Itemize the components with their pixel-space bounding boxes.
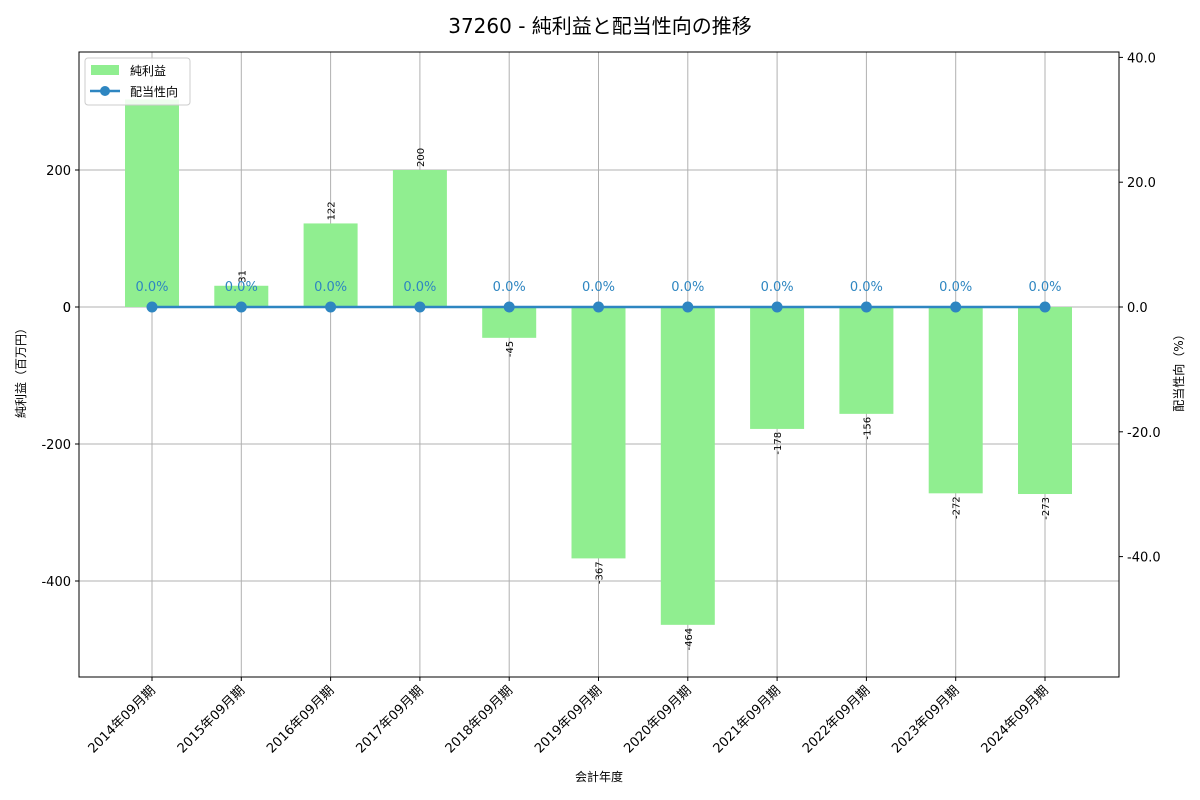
y-axis-label: 純利益（百万円） xyxy=(14,322,28,418)
svg-text:20.0: 20.0 xyxy=(1127,176,1156,191)
legend-line-marker-icon xyxy=(100,86,110,96)
svg-text:-40.0: -40.0 xyxy=(1127,551,1161,566)
payout-label: 0.0% xyxy=(314,280,347,295)
line-marker xyxy=(414,301,426,313)
svg-text:200: 200 xyxy=(46,164,71,179)
svg-text:2020年09月期: 2020年09月期 xyxy=(621,683,694,756)
line-series: 0.0% 0.0% 0.0% 0.0% 0.0% 0.0% 0.0% 0.0% 0.0% 0.0%… xyxy=(135,280,1062,313)
svg-text:2017年09月期: 2017年09月期 xyxy=(353,683,426,756)
y-axis-right: -40.0 -20.0 0.0 20.0 40.0 xyxy=(1119,51,1161,566)
payout-label: 0.0% xyxy=(225,280,258,295)
legend-label-payout-ratio: 配当性向 xyxy=(130,84,178,99)
svg-text:-200: -200 xyxy=(41,438,71,453)
svg-text:-20.0: -20.0 xyxy=(1127,426,1161,441)
payout-label: 0.0% xyxy=(135,280,168,295)
line-marker xyxy=(325,301,337,313)
line-marker xyxy=(1039,301,1051,313)
svg-text:0.0: 0.0 xyxy=(1127,301,1148,316)
payout-label: 0.0% xyxy=(671,280,704,295)
bar-value-label: -45 xyxy=(505,341,516,357)
bar-value-label: -273 xyxy=(1041,497,1052,520)
line-marker xyxy=(235,301,247,313)
svg-text:2015年09月期: 2015年09月期 xyxy=(175,683,248,756)
line-marker xyxy=(593,301,604,313)
payout-label: 0.0% xyxy=(939,280,972,295)
svg-text:2021年09月期: 2021年09月期 xyxy=(711,683,784,756)
svg-text:0: 0 xyxy=(63,301,71,316)
bar-value-label: -464 xyxy=(684,628,695,651)
legend: 純利益 配当性向 xyxy=(84,57,191,106)
payout-label: 0.0% xyxy=(1028,280,1061,295)
bar xyxy=(303,223,358,307)
payout-label: 0.0% xyxy=(582,280,615,295)
bar-value-label: -272 xyxy=(952,496,963,519)
payout-label: 0.0% xyxy=(403,280,436,295)
line-marker xyxy=(503,301,515,313)
bar-value-label: 122 xyxy=(327,201,338,220)
x-axis: 2014年09月期 2015年09月期 2016年09月期 2017年09月期 2018… xyxy=(86,677,1052,757)
x-axis-label: 会計年度 xyxy=(575,769,623,784)
line-marker xyxy=(860,301,872,313)
line-marker xyxy=(146,301,158,313)
line-marker xyxy=(950,301,962,313)
chart-title: 37260 - 純利益と配当性向の推移 xyxy=(448,14,752,38)
bar-value-label: 200 xyxy=(416,148,427,167)
bar xyxy=(750,307,805,429)
bar-value-label: -156 xyxy=(862,417,873,440)
bar xyxy=(214,285,269,307)
y2-axis-label: 配当性向（%） xyxy=(1171,328,1186,411)
bar xyxy=(571,307,626,559)
bar xyxy=(839,307,894,414)
legend-bar-swatch xyxy=(91,65,119,75)
bar-value-label: 31 xyxy=(237,270,248,283)
svg-text:2024年09月期: 2024年09月期 xyxy=(979,683,1052,756)
bar xyxy=(1018,307,1072,495)
bar xyxy=(928,307,983,494)
svg-text:-400: -400 xyxy=(41,575,71,590)
svg-text:2018年09月期: 2018年09月期 xyxy=(443,683,516,756)
svg-text:2022年09月期: 2022年09月期 xyxy=(800,683,873,756)
svg-text:0: 0 xyxy=(63,301,71,316)
svg-text:2014年09月期: 2014年09月期 xyxy=(86,683,159,756)
svg-text:2023年09月期: 2023年09月期 xyxy=(889,683,962,756)
svg-text:2019年09月期: 2019年09月期 xyxy=(532,683,605,756)
svg-text:2016年09月期: 2016年09月期 xyxy=(264,683,337,756)
bar xyxy=(392,170,447,307)
payout-label: 0.0% xyxy=(493,280,526,295)
bar xyxy=(125,99,179,307)
bar-value-label: -178 xyxy=(773,432,784,455)
bar xyxy=(660,307,715,625)
bar-series: 31 122 200 -45 -367 -464 -178 -156 -272 -273 xyxy=(125,99,1072,651)
svg-text:40.0: 40.0 xyxy=(1127,51,1156,66)
legend-label-net-income: 純利益 xyxy=(130,64,166,78)
payout-label: 0.0% xyxy=(761,280,794,295)
payout-label: 0.0% xyxy=(850,280,883,295)
line-marker xyxy=(682,301,694,313)
line-marker xyxy=(771,301,783,313)
bar-value-label: -367 xyxy=(595,561,606,584)
